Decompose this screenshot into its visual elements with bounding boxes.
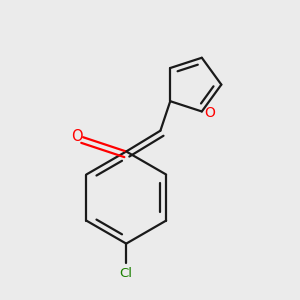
Text: O: O — [71, 129, 82, 144]
Text: Cl: Cl — [120, 266, 133, 280]
Text: O: O — [204, 106, 215, 120]
